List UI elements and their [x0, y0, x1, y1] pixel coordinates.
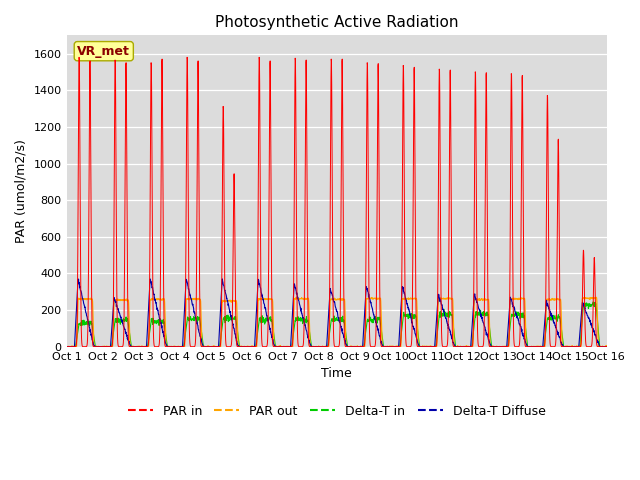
Legend: PAR in, PAR out, Delta-T in, Delta-T Diffuse: PAR in, PAR out, Delta-T in, Delta-T Dif… [122, 400, 550, 423]
Title: Photosynthetic Active Radiation: Photosynthetic Active Radiation [215, 15, 458, 30]
X-axis label: Time: Time [321, 367, 352, 380]
Y-axis label: PAR (umol/m2/s): PAR (umol/m2/s) [15, 139, 28, 243]
Text: VR_met: VR_met [77, 45, 130, 58]
